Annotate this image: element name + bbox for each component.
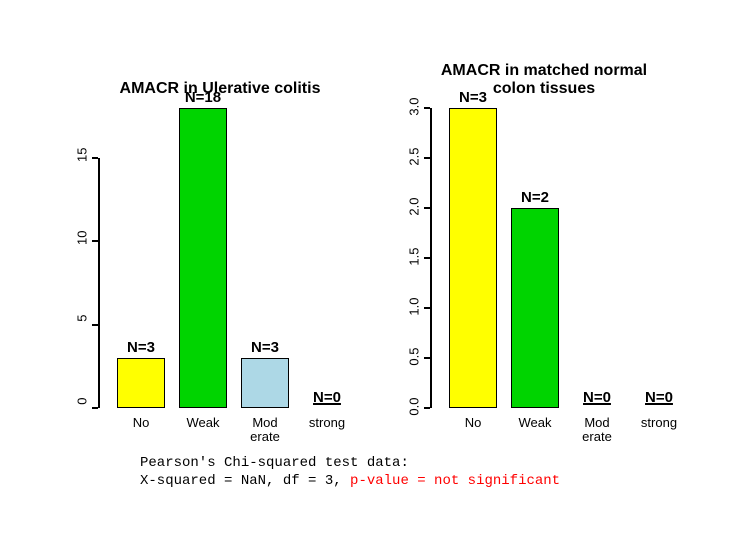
y-tick-label: 2.5 — [407, 148, 422, 168]
y-tick — [424, 257, 430, 259]
y-tick — [424, 407, 430, 409]
bar-value-label: N=0 — [573, 389, 621, 406]
y-tick-label: 2.0 — [407, 198, 422, 218]
bar — [511, 208, 559, 408]
bar — [241, 358, 289, 408]
bar — [449, 108, 497, 408]
y-tick — [92, 407, 98, 409]
stats-line-2: X-squared = NaN, df = 3, p-value = not s… — [140, 473, 560, 489]
bar-value-label: N=3 — [117, 339, 165, 356]
x-category-label: Mod erate — [234, 416, 296, 445]
x-category-label: No — [110, 416, 172, 430]
y-tick — [424, 107, 430, 109]
x-category-label: Mod erate — [566, 416, 628, 445]
bar-value-label: N=3 — [241, 339, 289, 356]
bar-value-label: N=3 — [449, 89, 497, 106]
y-tick-label: 15 — [75, 148, 90, 168]
bar-value-label: N=0 — [303, 389, 351, 406]
bar-value-label: N=2 — [511, 189, 559, 206]
x-category-label: Weak — [504, 416, 566, 430]
y-tick — [424, 307, 430, 309]
y-tick-label: 0.0 — [407, 398, 422, 418]
bar-value-label: N=18 — [179, 89, 227, 106]
y-axis — [98, 158, 100, 408]
bar-value-label: N=0 — [635, 389, 683, 406]
y-tick-label: 3.0 — [407, 98, 422, 118]
x-category-label: strong — [296, 416, 358, 430]
y-tick — [424, 207, 430, 209]
y-tick — [424, 357, 430, 359]
y-tick — [92, 157, 98, 159]
y-tick-label: 1.0 — [407, 298, 422, 318]
y-axis — [430, 108, 432, 408]
x-category-label: strong — [628, 416, 690, 430]
y-tick-label: 0.5 — [407, 348, 422, 368]
y-tick-label: 10 — [75, 231, 90, 251]
y-tick-label: 1.5 — [407, 248, 422, 268]
stats-line-1: Pearson's Chi-squared test data: — [140, 455, 409, 471]
x-category-label: No — [442, 416, 504, 430]
bar — [117, 358, 165, 408]
y-tick-label: 0 — [75, 398, 90, 418]
stats-significance: p-value = not significant — [350, 473, 560, 489]
x-category-label: Weak — [172, 416, 234, 430]
y-tick-label: 5 — [75, 314, 90, 334]
y-tick — [92, 324, 98, 326]
y-tick — [424, 157, 430, 159]
y-tick — [92, 240, 98, 242]
stats-prefix: X-squared = NaN, df = 3, — [140, 473, 350, 489]
bar — [179, 108, 227, 408]
